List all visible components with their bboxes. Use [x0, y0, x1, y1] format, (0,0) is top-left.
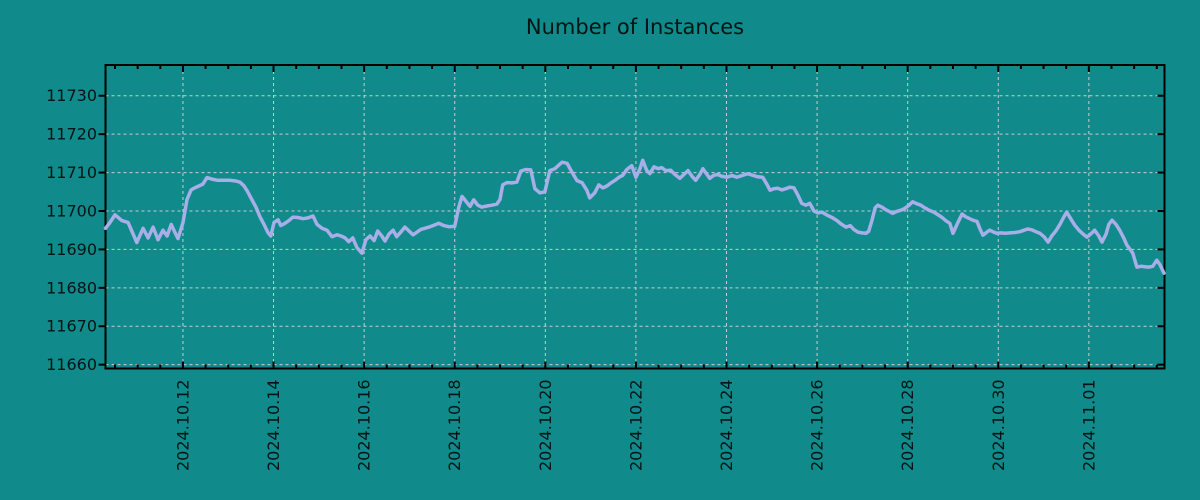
series-line — [103, 158, 1166, 275]
x-tick-label: 2024.10.14 — [264, 379, 283, 471]
axis-labels: 11660 11670 11680 11690 11700 11710 11720 11730… — [46, 86, 1098, 471]
x-tick-label: 2024.10.20 — [536, 379, 555, 471]
y-tick-label: 11680 — [46, 278, 97, 297]
y-tick-label: 11690 — [46, 240, 97, 259]
y-tick-label: 11710 — [46, 163, 97, 182]
instances-series-line — [103, 158, 1166, 275]
x-tick-label: 2024.10.28 — [898, 379, 917, 471]
x-tick-label: 2024.10.22 — [626, 379, 645, 471]
plot-border — [104, 64, 1166, 370]
axes — [98, 64, 1166, 370]
chart-title: Number of Instances — [526, 15, 744, 39]
x-tick-label: 2024.10.26 — [808, 379, 827, 471]
x-tick-label: 2024.11.01 — [1079, 379, 1098, 471]
x-tick-label: 2024.10.30 — [989, 379, 1008, 471]
y-tick-label: 11670 — [46, 317, 97, 336]
y-tick-label: 11660 — [46, 355, 97, 374]
y-tick-label: 11730 — [46, 86, 97, 105]
x-tick-label: 2024.10.12 — [173, 379, 192, 471]
x-tick-label: 2024.10.18 — [445, 379, 464, 471]
x-tick-label: 2024.10.24 — [717, 379, 736, 471]
y-tick-label: 11720 — [46, 125, 97, 144]
x-tick-label: 2024.10.16 — [355, 379, 374, 471]
y-tick-label: 11700 — [46, 201, 97, 220]
grid-lines — [105, 65, 1165, 369]
